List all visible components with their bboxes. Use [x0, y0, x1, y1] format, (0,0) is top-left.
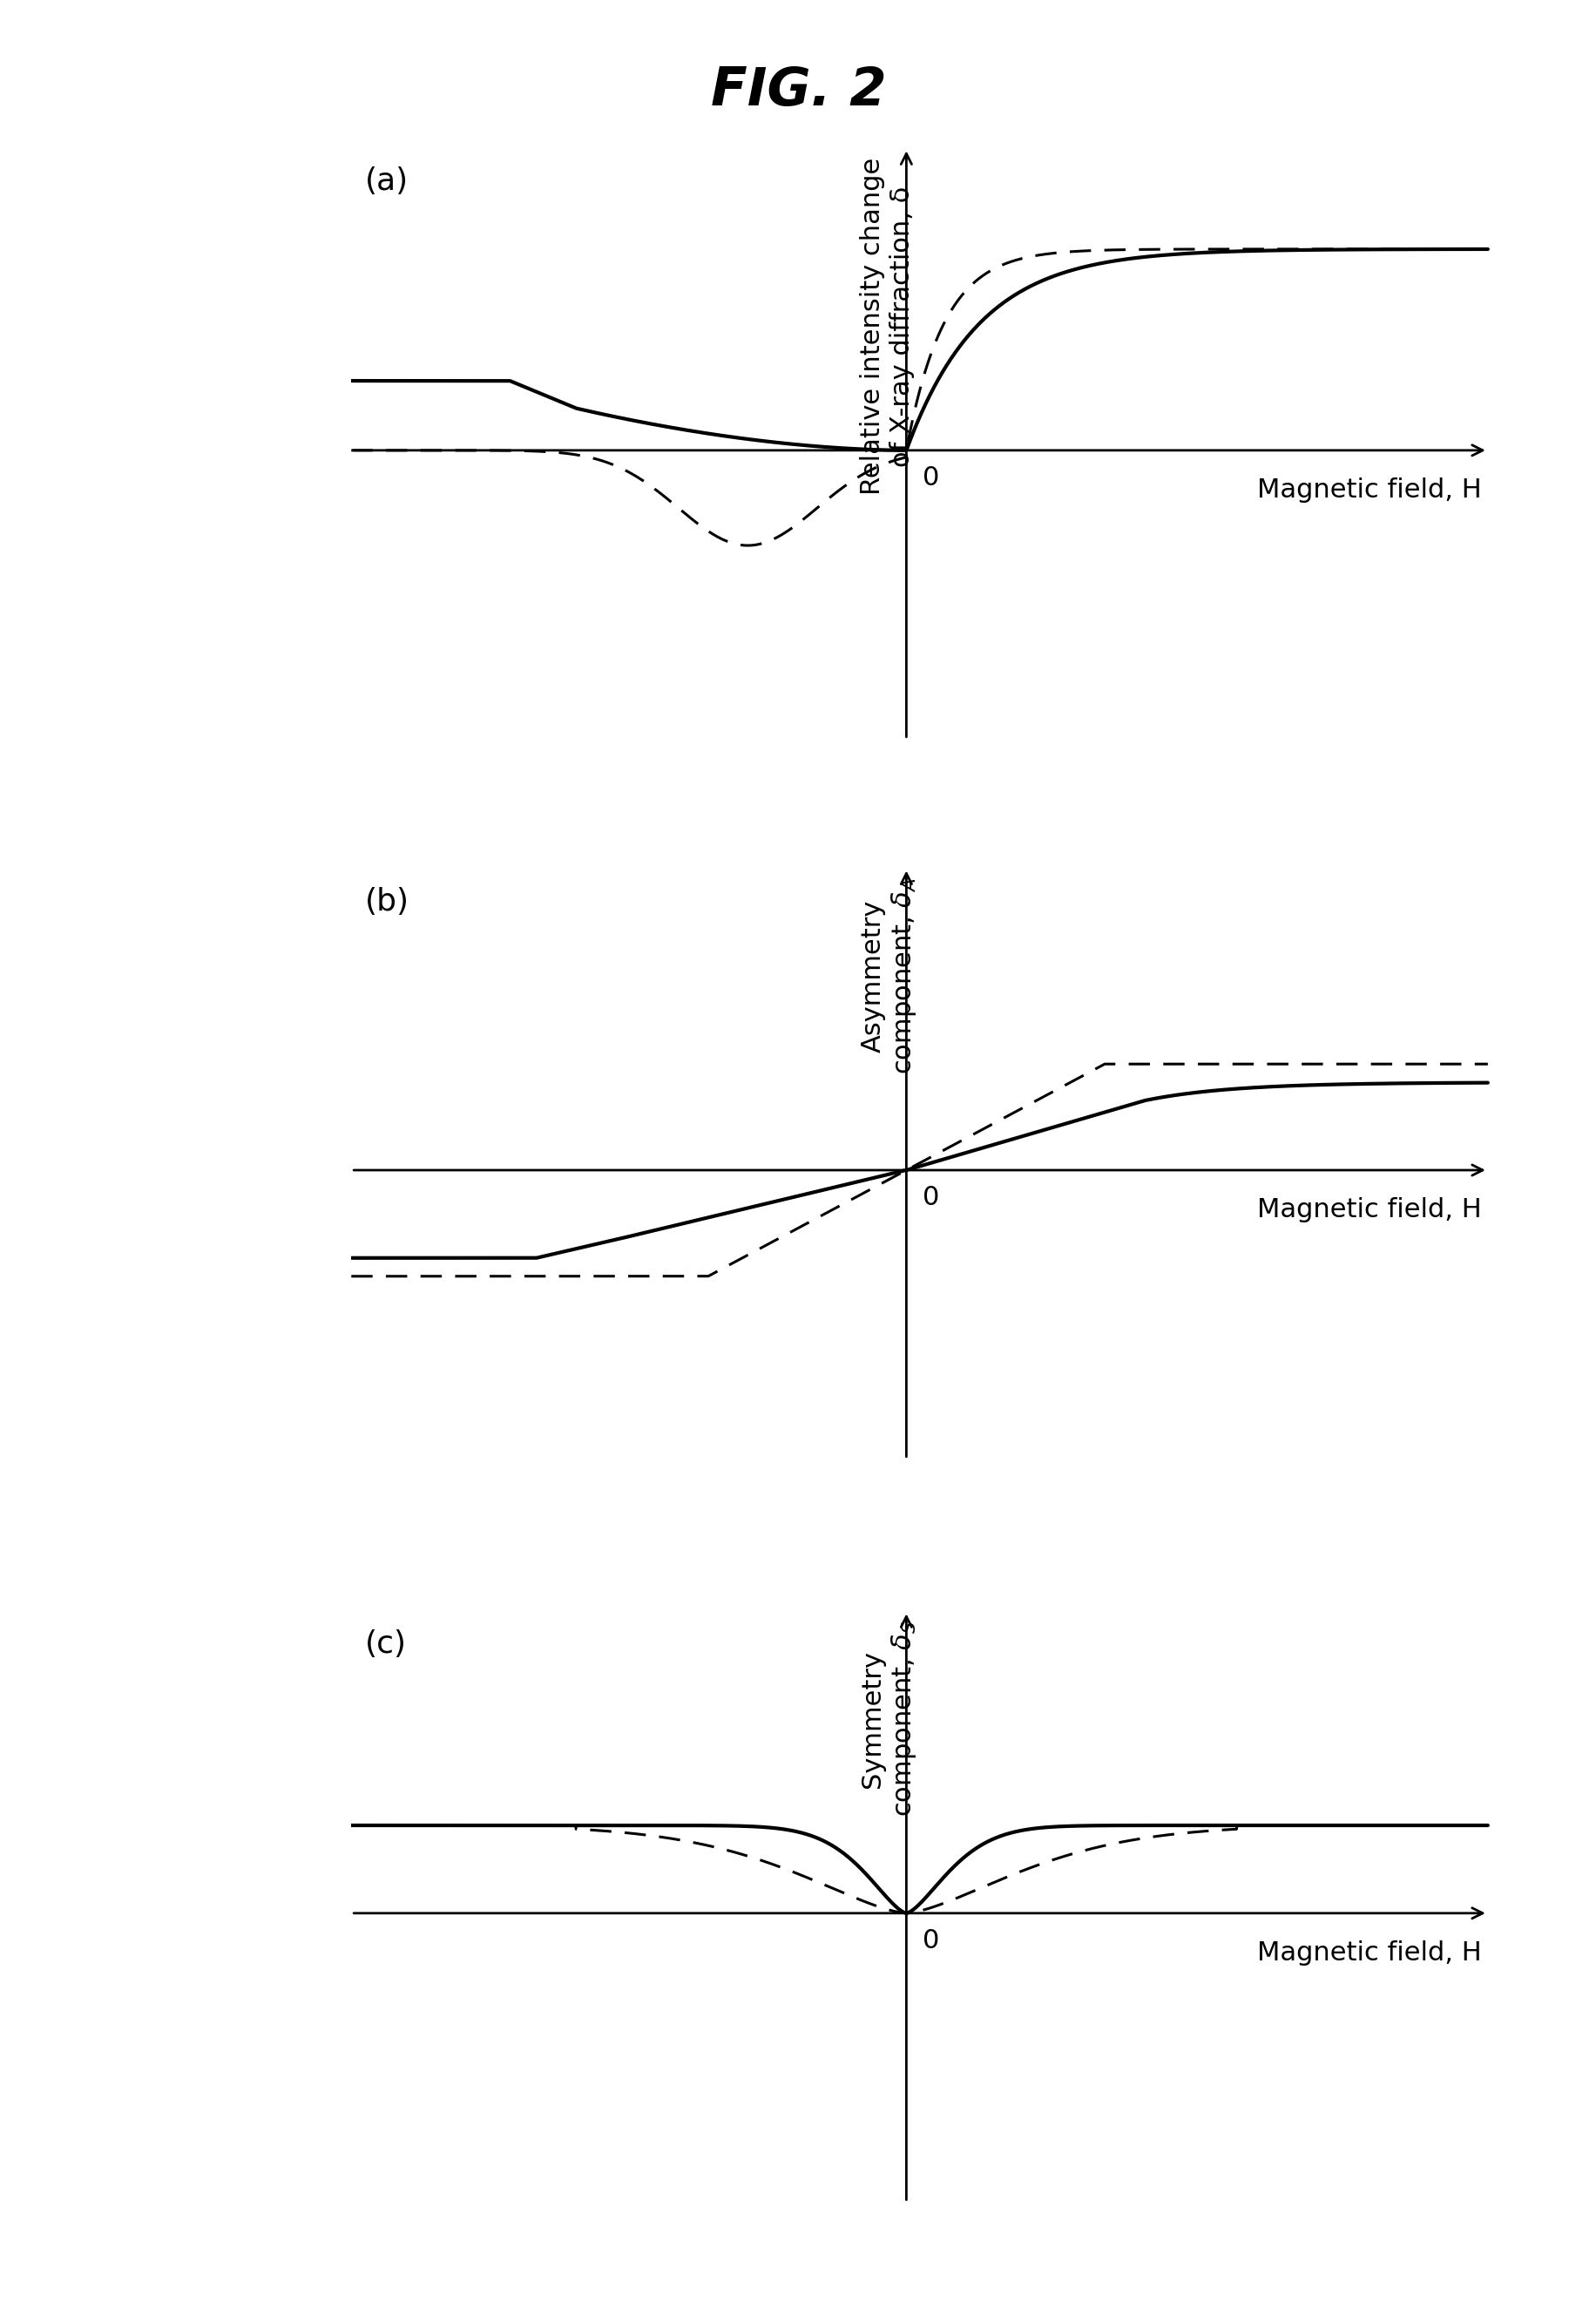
Text: Magnetic field, H: Magnetic field, H: [1256, 1941, 1481, 1967]
Text: Magnetic field, H: Magnetic field, H: [1256, 478, 1481, 504]
Text: 0: 0: [922, 1184, 938, 1210]
Text: (b): (b): [364, 887, 409, 917]
Text: 0: 0: [922, 464, 938, 490]
Text: (a): (a): [364, 167, 409, 197]
Text: (c): (c): [364, 1630, 405, 1660]
Text: Relative intensity change
of X-ray diffraction, δ: Relative intensity change of X-ray diffr…: [860, 158, 915, 495]
Text: Magnetic field, H: Magnetic field, H: [1256, 1198, 1481, 1224]
Text: Symmetry
component, $\delta_S$: Symmetry component, $\delta_S$: [860, 1621, 918, 1816]
Text: 0: 0: [922, 1927, 938, 1953]
Text: Asymmetry
component, $\delta_A$: Asymmetry component, $\delta_A$: [860, 878, 918, 1075]
Text: FIG. 2: FIG. 2: [710, 65, 886, 116]
